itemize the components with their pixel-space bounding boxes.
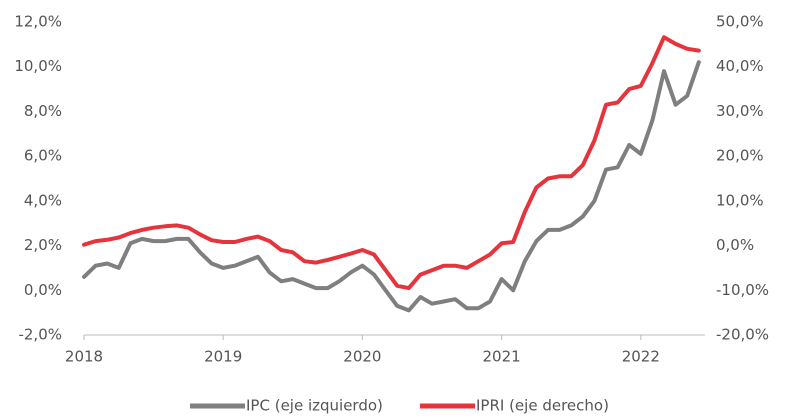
y2-tick-label: -20,0%	[716, 326, 769, 344]
y-tick-label: 12,0%	[14, 13, 62, 31]
series-line	[82, 35, 701, 291]
y2-tick-label: -10,0%	[716, 281, 769, 299]
y-tick-label: -2,0%	[18, 326, 62, 344]
y-tick-label: 4,0%	[24, 191, 62, 209]
y-tick-label: 6,0%	[24, 147, 62, 165]
y2-tick-label: 30,0%	[716, 102, 764, 120]
y-tick-label: 2,0%	[24, 236, 62, 254]
y2-tick-label: 40,0%	[716, 57, 764, 75]
legend-label: IPC (eje izquierdo)	[246, 397, 383, 415]
y-tick-label: 0,0%	[24, 281, 62, 299]
x-tick-label: 2021	[483, 348, 521, 366]
y2-tick-label: 10,0%	[716, 191, 764, 209]
x-tick-label: 2022	[622, 348, 660, 366]
x-tick-label: 2018	[65, 348, 103, 366]
y-tick-label: 8,0%	[24, 102, 62, 120]
y2-tick-label: 20,0%	[716, 147, 764, 165]
y-tick-label: 10,0%	[14, 57, 62, 75]
series-line	[82, 60, 701, 313]
legend-label: IPRI (eje derecho)	[476, 397, 609, 415]
x-tick-label: 2020	[343, 348, 381, 366]
x-tick-label: 2019	[204, 348, 242, 366]
y2-tick-label: 50,0%	[716, 13, 764, 31]
y2-tick-label: 0,0%	[716, 236, 754, 254]
